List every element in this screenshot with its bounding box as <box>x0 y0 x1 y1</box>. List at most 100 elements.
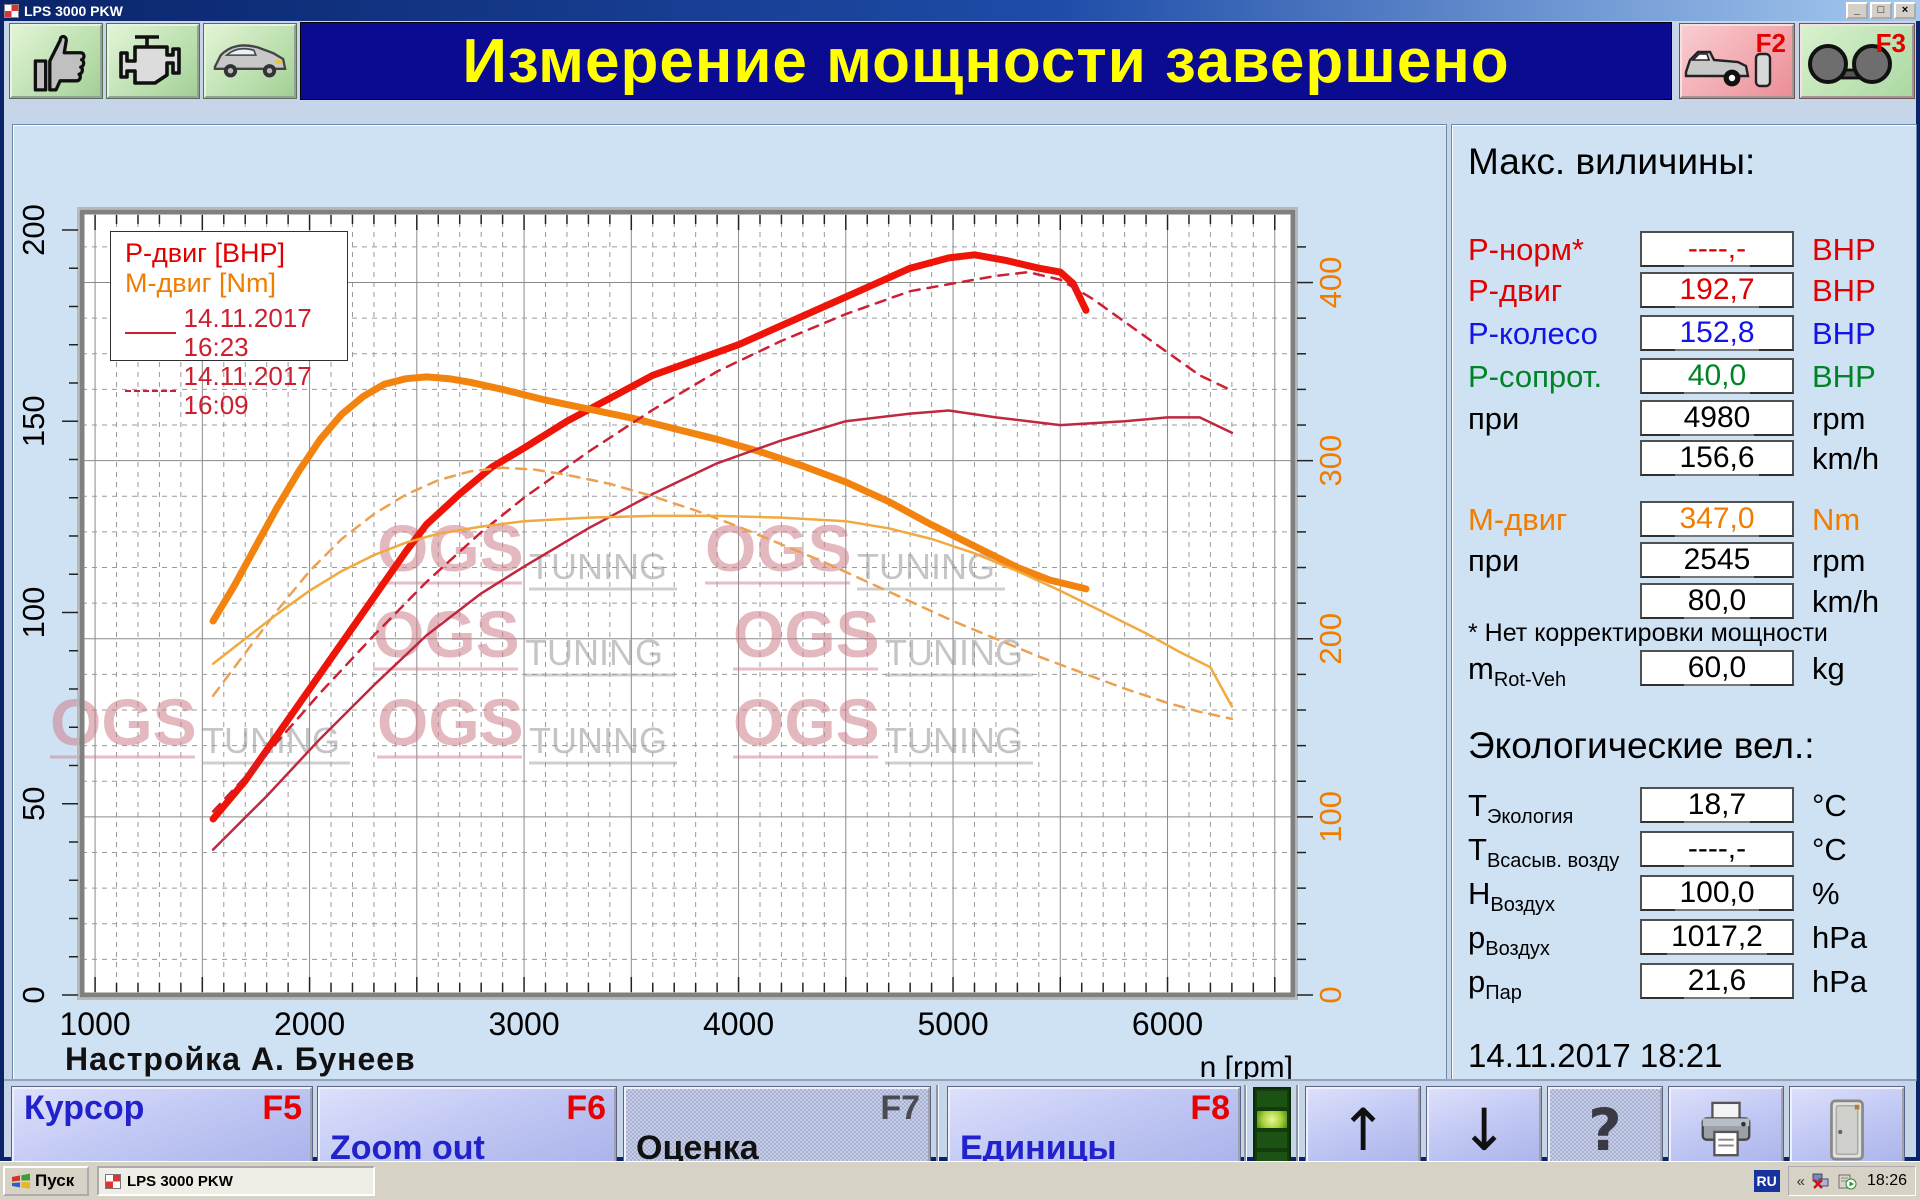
tray-expand-chevron[interactable]: « <box>1796 1172 1805 1190</box>
maximize-button[interactable]: □ <box>1870 2 1892 19</box>
windows-logo-icon <box>12 1173 30 1189</box>
toolbar-separator <box>1296 1085 1299 1173</box>
svg-text:TUNING: TUNING <box>529 720 667 761</box>
result-value-box: 60,0 <box>1640 650 1794 686</box>
task-icon <box>105 1173 121 1189</box>
result-label: ТВсасыв. возду <box>1468 832 1620 873</box>
left-axis-tick-label: 100 <box>16 587 51 639</box>
result-value-box: 40,0 <box>1640 358 1794 394</box>
right-axis-tick-label: 100 <box>1313 791 1348 843</box>
result-value: 80,0 <box>1683 584 1751 619</box>
tray-clock: 18:26 <box>1866 1172 1907 1189</box>
fkey-label: F7 <box>880 1089 920 1127</box>
result-label: Р-колесо <box>1468 316 1598 351</box>
eco-row-1: ТВсасыв. возду ----,- °C <box>1468 831 1904 872</box>
tuner-footnote: Настройка А. Бунеев <box>65 1041 416 1077</box>
result-unit: BHP <box>1812 316 1876 351</box>
start-label: Пуск <box>35 1171 75 1190</box>
ogs-watermark: OGS TUNING <box>733 685 1033 765</box>
curve-m-wheel-16-23 <box>211 514 1234 708</box>
minimize-button[interactable]: _ <box>1846 2 1868 19</box>
car-icon <box>213 44 287 78</box>
language-indicator[interactable]: RU <box>1753 1170 1780 1192</box>
correction-footnote: * Нет корректировки мощности <box>1468 619 1828 647</box>
svg-text:OGS: OGS <box>377 685 524 759</box>
app-icon <box>4 3 19 18</box>
eco-row-4: pПар 21,6 hPa <box>1468 963 1904 1004</box>
result-value: 2545 <box>1679 543 1755 578</box>
f2-vehicle-data-button[interactable]: F2 <box>1679 23 1795 99</box>
fkey-label: F5 <box>262 1089 302 1127</box>
result-row-0: Р-норм* ----,- BHP <box>1468 231 1904 268</box>
exit-door-icon <box>1830 1099 1864 1160</box>
result-unit: °C <box>1812 832 1847 867</box>
result-value-box: ----,- <box>1640 231 1794 267</box>
f3-roller-button[interactable]: F3 <box>1799 23 1915 99</box>
right-axis-tick-label: 300 <box>1313 435 1348 487</box>
f5-курсор-button[interactable]: Курсор F5 <box>11 1086 313 1173</box>
app-window: Измерение мощности завершено F2 F3 OGS TU… <box>0 21 1920 1173</box>
scroll-down-button[interactable]: ↓ <box>1426 1086 1542 1173</box>
result-unit: % <box>1812 876 1840 911</box>
window-title: LPS 3000 PKW <box>24 2 123 19</box>
print-button[interactable] <box>1668 1086 1784 1173</box>
ogs-watermark: OGS TUNING <box>373 597 673 677</box>
left-axis-tick-label: 150 <box>16 395 51 447</box>
scroll-up-button[interactable]: ↑ <box>1305 1086 1421 1173</box>
scheduler-icon[interactable] <box>1837 1172 1857 1190</box>
result-unit: hPa <box>1812 920 1868 955</box>
legend-torque-label: М-двиг [Nm] <box>125 268 277 298</box>
result-row-6: М-двиг 347,0 Nm <box>1468 501 1904 538</box>
svg-text:OGS: OGS <box>373 597 520 671</box>
roller-set-icon <box>1808 44 1892 84</box>
result-row-3: Р-сопрот. 40,0 BHP <box>1468 358 1904 395</box>
curve-p-engine-16-09 <box>211 270 1234 813</box>
result-value: 156,6 <box>1675 441 1759 476</box>
engine-button[interactable] <box>106 23 200 99</box>
result-value: 18,7 <box>1683 788 1751 823</box>
arrow-down-icon: ↓ <box>1459 1095 1509 1164</box>
top-toolbar: Измерение мощности завершено F2 F3 <box>4 21 1916 103</box>
ok-thumbs-up-button[interactable] <box>9 23 103 99</box>
window-titlebar: LPS 3000 PKW _ □ × <box>0 0 1920 21</box>
button-label: Оценка <box>636 1129 759 1167</box>
taskbar: Пуск LPS 3000 PKW RU « 18:26 <box>0 1161 1920 1200</box>
results-panel: Макс. виличины: Р-норм* ----,- BHP Р-двиг 19… <box>1451 124 1917 1081</box>
eco-row-2: НВоздух 100,0% <box>1468 875 1904 916</box>
taskbar-task-lps3000[interactable]: LPS 3000 PKW <box>97 1166 375 1196</box>
svg-text:OGS: OGS <box>377 511 524 585</box>
result-value: 60,0 <box>1683 651 1751 686</box>
result-value: 347,0 <box>1675 502 1759 537</box>
ogs-watermark: OGS TUNING <box>733 597 1033 677</box>
help-button[interactable]: ? <box>1547 1086 1663 1173</box>
result-label: Р-сопрот. <box>1468 359 1603 394</box>
network-error-icon[interactable] <box>1811 1172 1831 1190</box>
eco-title: Экологические вел.: <box>1468 725 1815 766</box>
result-label: pВоздух <box>1468 920 1550 961</box>
result-value-box: 2545 <box>1640 542 1794 578</box>
result-unit: °C <box>1812 788 1847 823</box>
result-value-box: 80,0 <box>1640 583 1794 619</box>
f6-zoom-out-button[interactable]: Zoom out F6 <box>317 1086 617 1173</box>
right-axis-tick-label: 400 <box>1313 257 1348 309</box>
result-label: Р-норм* <box>1468 232 1584 267</box>
f7-оценка-button[interactable]: Оценка F7 <box>623 1086 931 1173</box>
start-button[interactable]: Пуск <box>3 1166 89 1196</box>
close-button[interactable]: × <box>1894 2 1916 19</box>
result-row-2: Р-колесо 152,8 BHP <box>1468 315 1904 352</box>
right-axis-tick-label: 0 <box>1313 986 1348 1003</box>
result-unit: rpm <box>1812 543 1866 578</box>
toolbar-separator <box>936 1085 939 1173</box>
result-value-box: 156,6 <box>1640 440 1794 476</box>
left-axis-tick-label: 50 <box>16 787 51 821</box>
result-value-box: 1017,2 <box>1640 919 1794 955</box>
help-icon: ? <box>1588 1095 1622 1164</box>
exit-button[interactable] <box>1789 1086 1905 1173</box>
result-value-box: 18,7 <box>1640 787 1794 823</box>
f8-единицы-button[interactable]: Единицы F8 <box>947 1086 1241 1173</box>
vehicle-button[interactable] <box>203 23 297 99</box>
result-value: 100,0 <box>1675 876 1759 911</box>
dashed-line-swatch <box>125 390 176 392</box>
svg-text:TUNING: TUNING <box>885 632 1023 673</box>
result-value: 4980 <box>1679 401 1755 436</box>
